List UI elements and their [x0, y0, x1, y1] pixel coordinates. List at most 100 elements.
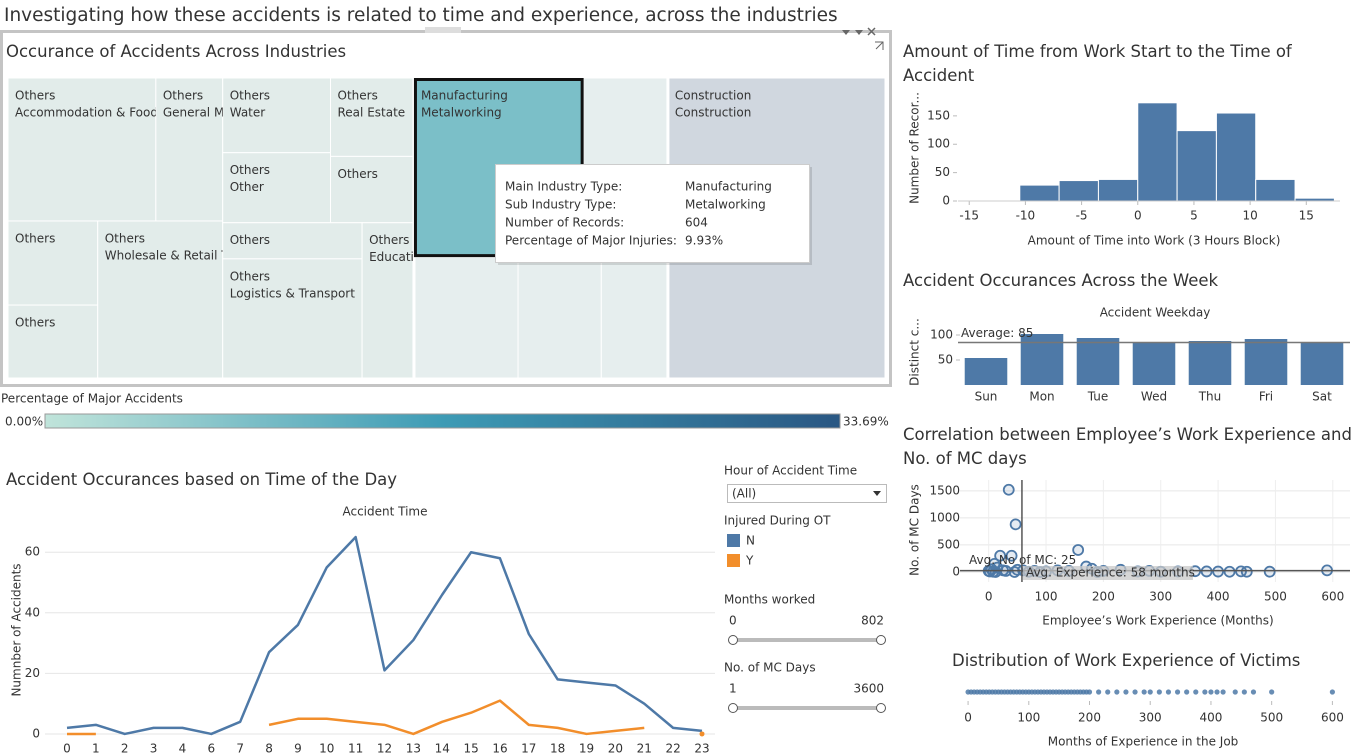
dropdown-value[interactable]: (All) — [732, 487, 756, 501]
drag-handle[interactable] — [425, 27, 461, 33]
slider-track[interactable] — [733, 706, 881, 710]
treemap-cell-labels: Others Real Estate — [338, 89, 406, 120]
treemap-cell — [7, 77, 157, 222]
x-axis-label: Employee’s Work Experience (Months) — [1042, 614, 1273, 628]
treemap-label: Manufacturing — [421, 89, 508, 103]
treemap-cell — [361, 222, 415, 379]
treemap-label: Others — [163, 89, 203, 103]
treemap-label: Others — [230, 269, 270, 283]
strip-point — [1147, 689, 1153, 695]
treemap-label: Others — [338, 167, 378, 181]
x-tick-label: 0 — [63, 742, 71, 756]
x-tick-label: 16 — [492, 742, 507, 756]
treemap-label: Education — [369, 250, 429, 264]
treemap-cell-labels: Others — [15, 316, 55, 330]
dropdown[interactable] — [727, 484, 887, 503]
x-tick-label: 400 — [1199, 711, 1222, 725]
treemap-cell — [413, 256, 519, 379]
treemap-cell-labels: Others — [338, 167, 378, 181]
treemap-cell-labels: Others — [15, 231, 55, 245]
strip-point — [1174, 689, 1181, 695]
treemap-cell-labels: Others Other — [230, 163, 270, 194]
legend-swatch — [727, 534, 740, 547]
x-tick-label: 19 — [579, 742, 594, 756]
bar — [1188, 341, 1232, 385]
legend-swatch — [727, 554, 740, 567]
x-tick-label: 17 — [521, 742, 536, 756]
x-tick-label: 600 — [1321, 590, 1344, 604]
x-tick-label: 5 — [1190, 209, 1198, 223]
treemap-cell-labels: Others Education — [369, 233, 429, 264]
histogram-bar — [1176, 130, 1217, 202]
treemap-cell-labels: Others General Marine — [163, 89, 255, 120]
slider-handle[interactable] — [876, 703, 886, 713]
y-axis-label: Distinct c... — [908, 318, 922, 386]
strip-point — [1329, 689, 1335, 695]
chart-title: Accident Occurances Across the Week — [903, 271, 1219, 290]
filter-icon[interactable] — [855, 30, 863, 35]
x-tick-label: 21 — [637, 742, 652, 756]
scatter-point — [989, 566, 1002, 578]
slider-handle[interactable] — [728, 635, 738, 645]
scatter-point — [1072, 544, 1085, 556]
treemap-label: General Marine — [163, 106, 255, 120]
menu-icon[interactable] — [842, 30, 850, 35]
x-tick-label: 300 — [1139, 711, 1162, 725]
chart-title: Occurance of Accidents Across Industries — [6, 42, 347, 61]
close-icon[interactable] — [867, 27, 876, 36]
slider-title: Months worked — [724, 593, 815, 607]
slider-handle[interactable] — [728, 703, 738, 713]
tooltip-label: Percentage of Major Injuries: — [505, 234, 677, 248]
y-axis-label: Number of Recor... — [908, 92, 922, 204]
x-tick-label: 15 — [463, 742, 478, 756]
dropdown-arrow[interactable] — [873, 491, 881, 496]
bar — [1132, 342, 1176, 385]
bar — [1076, 338, 1120, 385]
x-tick-label: Sun — [975, 390, 998, 404]
filter-title: Hour of Accident Time — [724, 464, 857, 478]
x-tick-label: 22 — [665, 742, 680, 756]
scatter-point — [1002, 483, 1015, 496]
bar — [964, 358, 1008, 385]
x-tick-label: 4 — [179, 742, 187, 756]
tooltip — [495, 164, 810, 263]
reference-label: Average: 85 — [961, 326, 1033, 340]
treemap-cell-labels: Manufacturing Metalworking — [421, 89, 508, 120]
color-legend-min: 0.00% — [5, 415, 43, 429]
y-tick-label: 0 — [32, 726, 40, 740]
x-axis-label: Amount of Time into Work (3 Hours Block) — [1028, 234, 1281, 248]
histogram-bar — [1019, 184, 1060, 202]
histogram-bar — [1255, 178, 1296, 202]
y-tick-label: 20 — [25, 666, 40, 680]
x-tick-label: 9 — [294, 742, 302, 756]
popout-icon[interactable] — [875, 41, 884, 50]
treemap-label: Metalworking — [421, 106, 502, 120]
treemap-label: Others — [338, 89, 378, 103]
treemap-label: Accommodation & Food Services — [15, 106, 212, 120]
x-tick-label: Mon — [1029, 390, 1054, 404]
treemap-cell-labels: Others Logistics & Transport — [230, 269, 355, 300]
strip-point — [1202, 689, 1208, 695]
treemap-cell — [330, 155, 415, 224]
chart-title: Amount of Time from Work Start to the Ti… — [903, 42, 1292, 85]
histogram-bar — [1058, 180, 1099, 202]
scatter-point — [1240, 565, 1253, 578]
x-tick-label: 7 — [236, 742, 244, 756]
y-tick-label: 100 — [927, 137, 950, 151]
treemap-cell — [222, 222, 363, 260]
x-tick-label: 12 — [377, 742, 392, 756]
slider-handle[interactable] — [876, 635, 886, 645]
scatter-point — [1263, 565, 1276, 578]
treemap-cell — [155, 77, 224, 222]
color-legend-title: Percentage of Major Accidents — [1, 392, 183, 406]
y-tick-label: 100 — [930, 328, 953, 342]
treemap-label: Logistics & Transport — [230, 286, 355, 300]
reference-label-bg — [1022, 565, 1193, 580]
bar — [1020, 334, 1064, 385]
treemap-label: Water — [230, 106, 266, 120]
legend-label: Y — [745, 554, 754, 568]
color-legend-max: 33.69% — [843, 415, 889, 429]
slider-track[interactable] — [733, 638, 881, 642]
tooltip-value: 9.93% — [685, 234, 723, 248]
